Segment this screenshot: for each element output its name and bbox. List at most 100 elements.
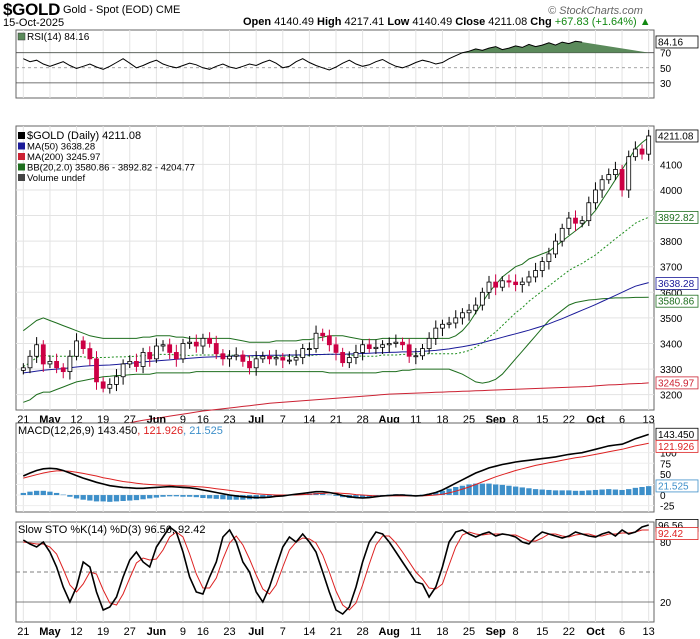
candle-body [553, 240, 558, 255]
macd-histogram-bar [446, 488, 452, 496]
macd-histogram-bar [606, 489, 612, 496]
candle-body [173, 352, 179, 360]
macd-histogram-bar [87, 495, 93, 501]
candle-body [386, 343, 392, 346]
rsi-panel [15, 29, 655, 99]
macd-histogram-bar [67, 495, 73, 497]
macd-histogram-bar [213, 495, 219, 499]
chart-header: $GOLD Gold - Spot (EOD) CME 15-Oct-2025 … [0, 0, 700, 30]
price-tick-label: 3200 [660, 391, 683, 402]
price-panel [15, 125, 655, 411]
macd-histogram-bar [233, 495, 239, 500]
candle-body [247, 360, 252, 369]
stochastic-legend: Slow STO %K(14) %D(3) 96.56, 92.42 [18, 524, 206, 536]
candle-body [380, 344, 385, 348]
candle-body [586, 202, 592, 222]
bottom-x-label: Jun [147, 626, 167, 638]
macd-histogram-bar [180, 495, 186, 497]
macd-line [22, 433, 649, 499]
candle-body [114, 376, 119, 385]
candle-body [426, 337, 432, 349]
macd-histogram-bar [506, 485, 512, 496]
ma50-tag-box [655, 277, 699, 290]
macd-histogram-bar [592, 489, 599, 496]
chg-up-arrow-icon: ▲ [639, 16, 651, 28]
candle-body [353, 352, 359, 358]
price-legend-item: $GOLD (Daily) 4211.08 [27, 130, 141, 142]
macd-histogram-bar [486, 483, 492, 496]
candle-body [613, 169, 618, 176]
rsi-tick-label: 30 [660, 79, 672, 90]
macd-histogram-bar [260, 495, 266, 499]
candle-body [373, 346, 379, 349]
candle-body [300, 348, 306, 358]
candle-body [559, 227, 565, 242]
rsi-tick-label: 50 [660, 64, 672, 75]
macd-histogram-bar [539, 489, 545, 496]
bottom-x-label: 25 [463, 626, 475, 638]
candle-body [606, 174, 612, 181]
open-label: Open [243, 16, 272, 28]
macd-histogram-bar [100, 495, 106, 502]
candle-body [573, 217, 578, 224]
candle-body [479, 291, 485, 306]
stochastic-d-line [23, 529, 649, 611]
bottom-x-label: 27 [124, 626, 136, 638]
candle-body [519, 281, 525, 286]
macd-histogram-bar [632, 487, 639, 496]
price-tick-label: 3800 [660, 237, 683, 248]
macd-histogram-bar [586, 490, 592, 496]
price-legend-item: BB(20,2.0) 3580.86 - 3892.82 - 4204.77 [27, 163, 195, 174]
bb-low-tag: 3580.86 [658, 297, 695, 308]
bottom-x-label: 9 [180, 626, 186, 638]
price-tick-label: 4000 [660, 186, 683, 197]
candle-body [366, 344, 372, 349]
macd-tick-label: 75 [660, 459, 672, 470]
macd-histogram-bar [579, 490, 585, 496]
macd-histogram-bar [499, 484, 505, 496]
candle-body [200, 337, 206, 347]
ma200-tag-box [655, 376, 699, 390]
bottom-x-label: 28 [356, 626, 368, 638]
candle-body [80, 340, 86, 349]
candle-body [506, 280, 512, 283]
macd-hist-tag: 21.525 [658, 481, 689, 492]
symbol-description: Gold - Spot (EOD) CME [63, 4, 180, 16]
candle-body [346, 357, 352, 364]
description-text: Gold - Spot (EOD) [63, 4, 153, 16]
rsi-tick-label: 70 [660, 49, 672, 60]
candle-body [140, 352, 146, 367]
candle-body [127, 360, 133, 365]
bottom-x-label: 12 [70, 626, 82, 638]
macd-histogram-bar [326, 494, 333, 496]
macd-histogram-bar [226, 495, 233, 500]
bottom-x-label: 8 [513, 626, 519, 638]
stochastic-d-tag-box [655, 527, 699, 540]
stochastic-d-tag: 92.42 [658, 529, 683, 540]
price-tick-label: 3600 [660, 288, 683, 299]
macd-histogram-bar [127, 495, 133, 501]
macd-hist-tag-box [655, 479, 699, 493]
price-x-label: 6 [619, 414, 625, 426]
close-label: Close [455, 16, 486, 28]
macd-tick-label: 50 [660, 470, 672, 481]
price-tick-label: 3300 [660, 365, 683, 376]
macd-histogram-bar [459, 485, 466, 496]
price-legend-swatch [18, 163, 25, 171]
bottom-x-label: May [39, 626, 61, 638]
price-x-label: 9 [180, 414, 186, 426]
bottom-x-label: Oct [586, 626, 605, 638]
macd-histogram-bar [552, 490, 559, 496]
rsi-legend-swatch [17, 32, 26, 41]
macd-histogram-bar [612, 489, 619, 496]
candle-body [599, 179, 605, 191]
candle-body [67, 355, 73, 373]
rsi-line [23, 40, 583, 71]
candle-body [207, 337, 212, 344]
macd-histogram-bar [353, 495, 359, 499]
stochastic-k-tag: 96.56 [658, 521, 683, 532]
macd-histogram-bar [107, 495, 113, 502]
price-tick-label: 4100 [660, 160, 683, 171]
candle-body [227, 355, 232, 360]
bottom-x-label: 23 [223, 626, 235, 638]
